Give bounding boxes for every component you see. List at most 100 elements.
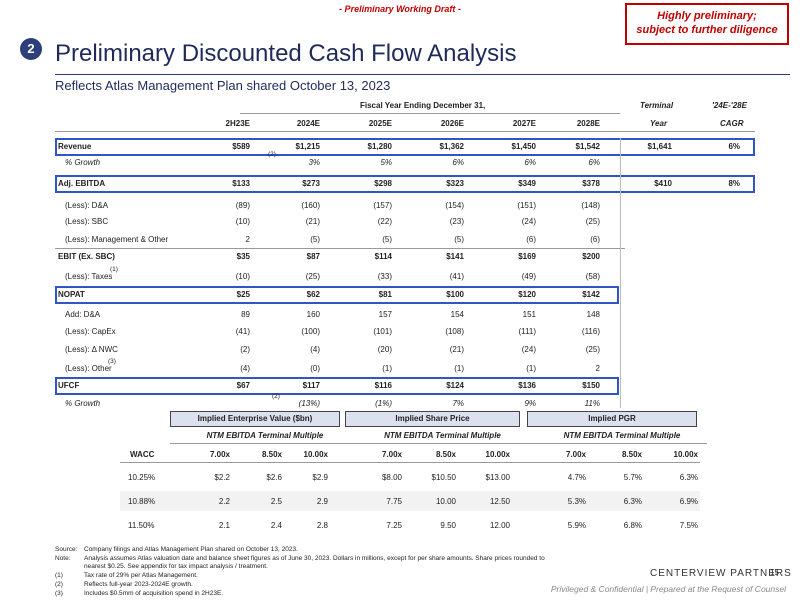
footnote-key: (3) — [55, 589, 63, 597]
cell-value: (1) — [526, 364, 536, 373]
row-label: (Less): Management & Other — [65, 235, 169, 244]
cell-value: (41) — [449, 272, 464, 281]
cell-value: (6) — [526, 235, 536, 244]
sensitivity-value: $10.50 — [431, 473, 456, 482]
multiple-header: 10.00x — [485, 450, 510, 459]
cell-value: (5) — [454, 235, 464, 244]
terminal-header: Terminal — [640, 101, 674, 110]
sensitivity-value: 5.3% — [567, 497, 586, 506]
terminal-divider — [620, 138, 621, 408]
logo: CENTERVIEW PARTNERS — [650, 568, 792, 579]
multiple-header: 8.50x — [261, 450, 282, 459]
cell-value: (20) — [377, 345, 392, 354]
warning-line-1: Highly preliminary; — [657, 10, 757, 22]
warning-line-2: subject to further diligence — [636, 24, 778, 36]
sensitivity-value: 12.50 — [489, 497, 510, 506]
row-label: (Less): CapEx — [65, 327, 116, 336]
sensitivity-value: 2.4 — [270, 521, 282, 530]
row-label: EBIT (Ex. SBC) — [58, 252, 115, 261]
cell-value: 6% — [588, 158, 600, 167]
footnote-text: nearest $0.25. See appendix for tax impa… — [84, 563, 268, 571]
wacc-value: 10.88% — [128, 497, 156, 506]
cell-value: $100 — [446, 290, 464, 299]
cell-value: (108) — [445, 327, 464, 336]
page-subtitle: Reflects Atlas Management Plan shared Oc… — [55, 78, 391, 93]
cell-value: 148 — [586, 310, 600, 319]
footnote-text: Company filings and Atlas Management Pla… — [84, 546, 298, 553]
footnote-text: Includes $0.5mm of acquisition spend in … — [84, 589, 224, 597]
cell-value: $1,450 — [511, 142, 536, 151]
cell-value: $200 — [582, 252, 600, 261]
title-rule — [55, 74, 790, 75]
cell-value: (6) — [590, 235, 600, 244]
cell-value: $136 — [518, 381, 536, 390]
sensitivity-box-title: Implied Share Price — [345, 411, 520, 427]
cell-value: (4) — [310, 345, 320, 354]
cell-value: 9% — [524, 399, 536, 408]
wacc-value: 11.50% — [128, 521, 155, 530]
cell-value: 6% — [524, 158, 536, 167]
column-header: 2025E — [368, 119, 392, 128]
cell-value: (89) — [235, 201, 250, 210]
cell-value: $1,280 — [367, 142, 392, 151]
sensitivity-value: 6.8% — [623, 521, 642, 530]
footnote-text: Reflects full-year 2023-2024E growth. — [84, 580, 193, 588]
cell-value: (21) — [449, 345, 464, 354]
footnote-key: (1) — [55, 572, 63, 580]
cell-value: 7% — [452, 399, 464, 408]
multiple-header: 10.00x — [673, 450, 698, 459]
cell-value: (116) — [581, 327, 600, 336]
cell-value: $323 — [446, 179, 464, 188]
cell-value: (24) — [521, 217, 536, 226]
sensitivity-value: 5.9% — [567, 521, 586, 530]
cell-value: $349 — [518, 179, 536, 188]
cell-value: $62 — [306, 290, 320, 299]
multiple-header: 7.00x — [381, 450, 402, 459]
cell-value: 2 — [245, 235, 250, 244]
footnote-mark: (2) — [272, 393, 280, 400]
multiple-subheader: NTM EBITDA Terminal Multiple — [563, 431, 681, 440]
footnote-key: (2) — [55, 580, 63, 588]
cell-value: 89 — [241, 310, 250, 319]
wacc-value: 10.25% — [128, 473, 156, 482]
row-label: (Less): Δ NWC — [65, 345, 118, 354]
sub-rule — [345, 443, 530, 444]
cell-value: (33) — [377, 272, 392, 281]
column-header: 2028E — [576, 119, 600, 128]
cell-value: $116 — [374, 381, 392, 390]
sensitivity-value: 2.5 — [270, 497, 282, 506]
cell-value: (13%) — [298, 399, 320, 408]
fiscal-header: Fiscal Year Ending December 31, — [360, 101, 486, 110]
multiple-subheader: NTM EBITDA Terminal Multiple — [206, 431, 324, 440]
cell-value: (111) — [518, 327, 537, 336]
cagr-header: '24E-'28E — [712, 101, 747, 110]
cell-value: (157) — [373, 201, 392, 210]
multiple-subheader: NTM EBITDA Terminal Multiple — [384, 431, 501, 440]
cell-value: (5) — [310, 235, 320, 244]
row-label: (Less): Taxes — [65, 272, 113, 281]
page-number: 15 — [770, 568, 779, 577]
cell-value: (148) — [581, 201, 600, 210]
sens-rule — [120, 462, 700, 463]
page-title: Preliminary Discounted Cash Flow Analysi… — [55, 40, 517, 67]
footnote-mark: (2) — [268, 151, 276, 158]
row-label: Revenue — [58, 142, 92, 151]
cell-value: (21) — [305, 217, 320, 226]
sensitivity-value: $2.2 — [214, 473, 230, 482]
sensitivity-box-title: Implied PGR — [527, 411, 697, 427]
sub-rule — [170, 443, 350, 444]
footnote-mark: (1) — [110, 266, 118, 273]
cell-value: (1) — [454, 364, 464, 373]
sensitivity-value: $8.00 — [381, 473, 402, 482]
cell-value: 2 — [595, 364, 600, 373]
terminal-header-2: Year — [650, 119, 668, 128]
sensitivity-value: 7.25 — [386, 521, 402, 530]
column-header: 2027E — [512, 119, 536, 128]
multiple-header: 8.50x — [621, 450, 642, 459]
highlight-box — [55, 175, 755, 193]
cell-value: (24) — [521, 345, 536, 354]
sensitivity-value: 7.75 — [386, 497, 402, 506]
sensitivity-value: 7.5% — [679, 521, 698, 530]
cell-value: (25) — [585, 345, 600, 354]
sensitivity-value: 4.7% — [567, 473, 586, 482]
